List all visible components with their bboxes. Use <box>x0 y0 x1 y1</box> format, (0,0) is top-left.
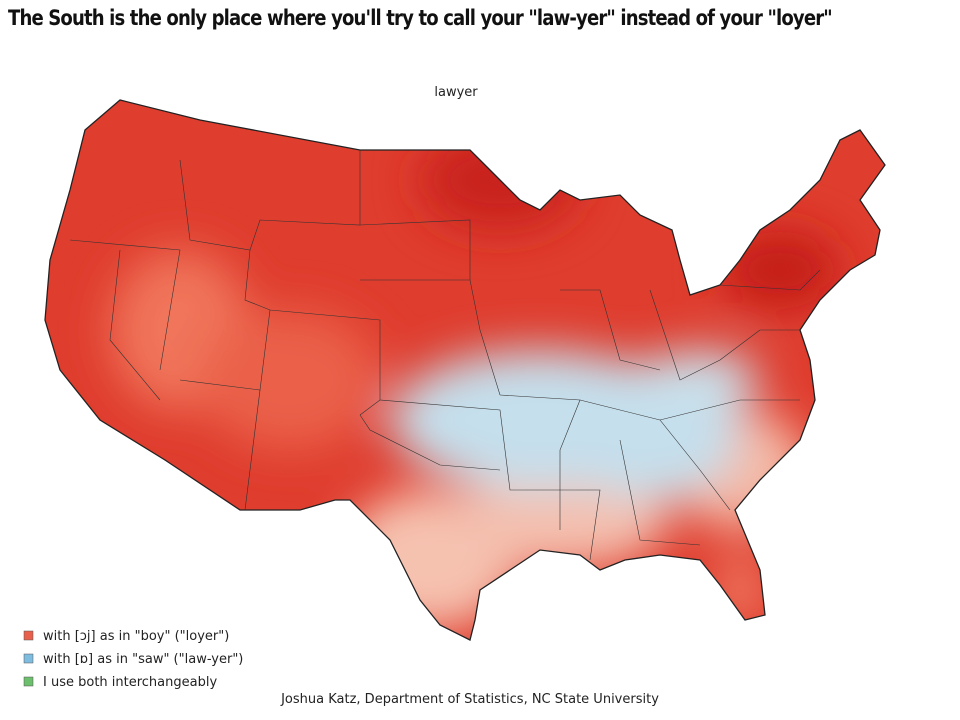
legend-swatch <box>23 676 34 687</box>
legend-label: I use both interchangeably <box>43 675 217 690</box>
legend-swatch <box>23 630 34 641</box>
map-title: lawyer <box>434 85 478 100</box>
legend-swatch <box>23 653 34 664</box>
legend-label: with [ɔj] as in "boy" ("loyer") <box>43 629 229 644</box>
legend-label: with [ɒ] as in "saw" ("law-yer") <box>43 652 243 667</box>
state-lines <box>69 150 821 561</box>
credit: Joshua Katz, Department of Statistics, N… <box>280 692 659 707</box>
headline: The South is the only place where you'll… <box>8 6 833 30</box>
